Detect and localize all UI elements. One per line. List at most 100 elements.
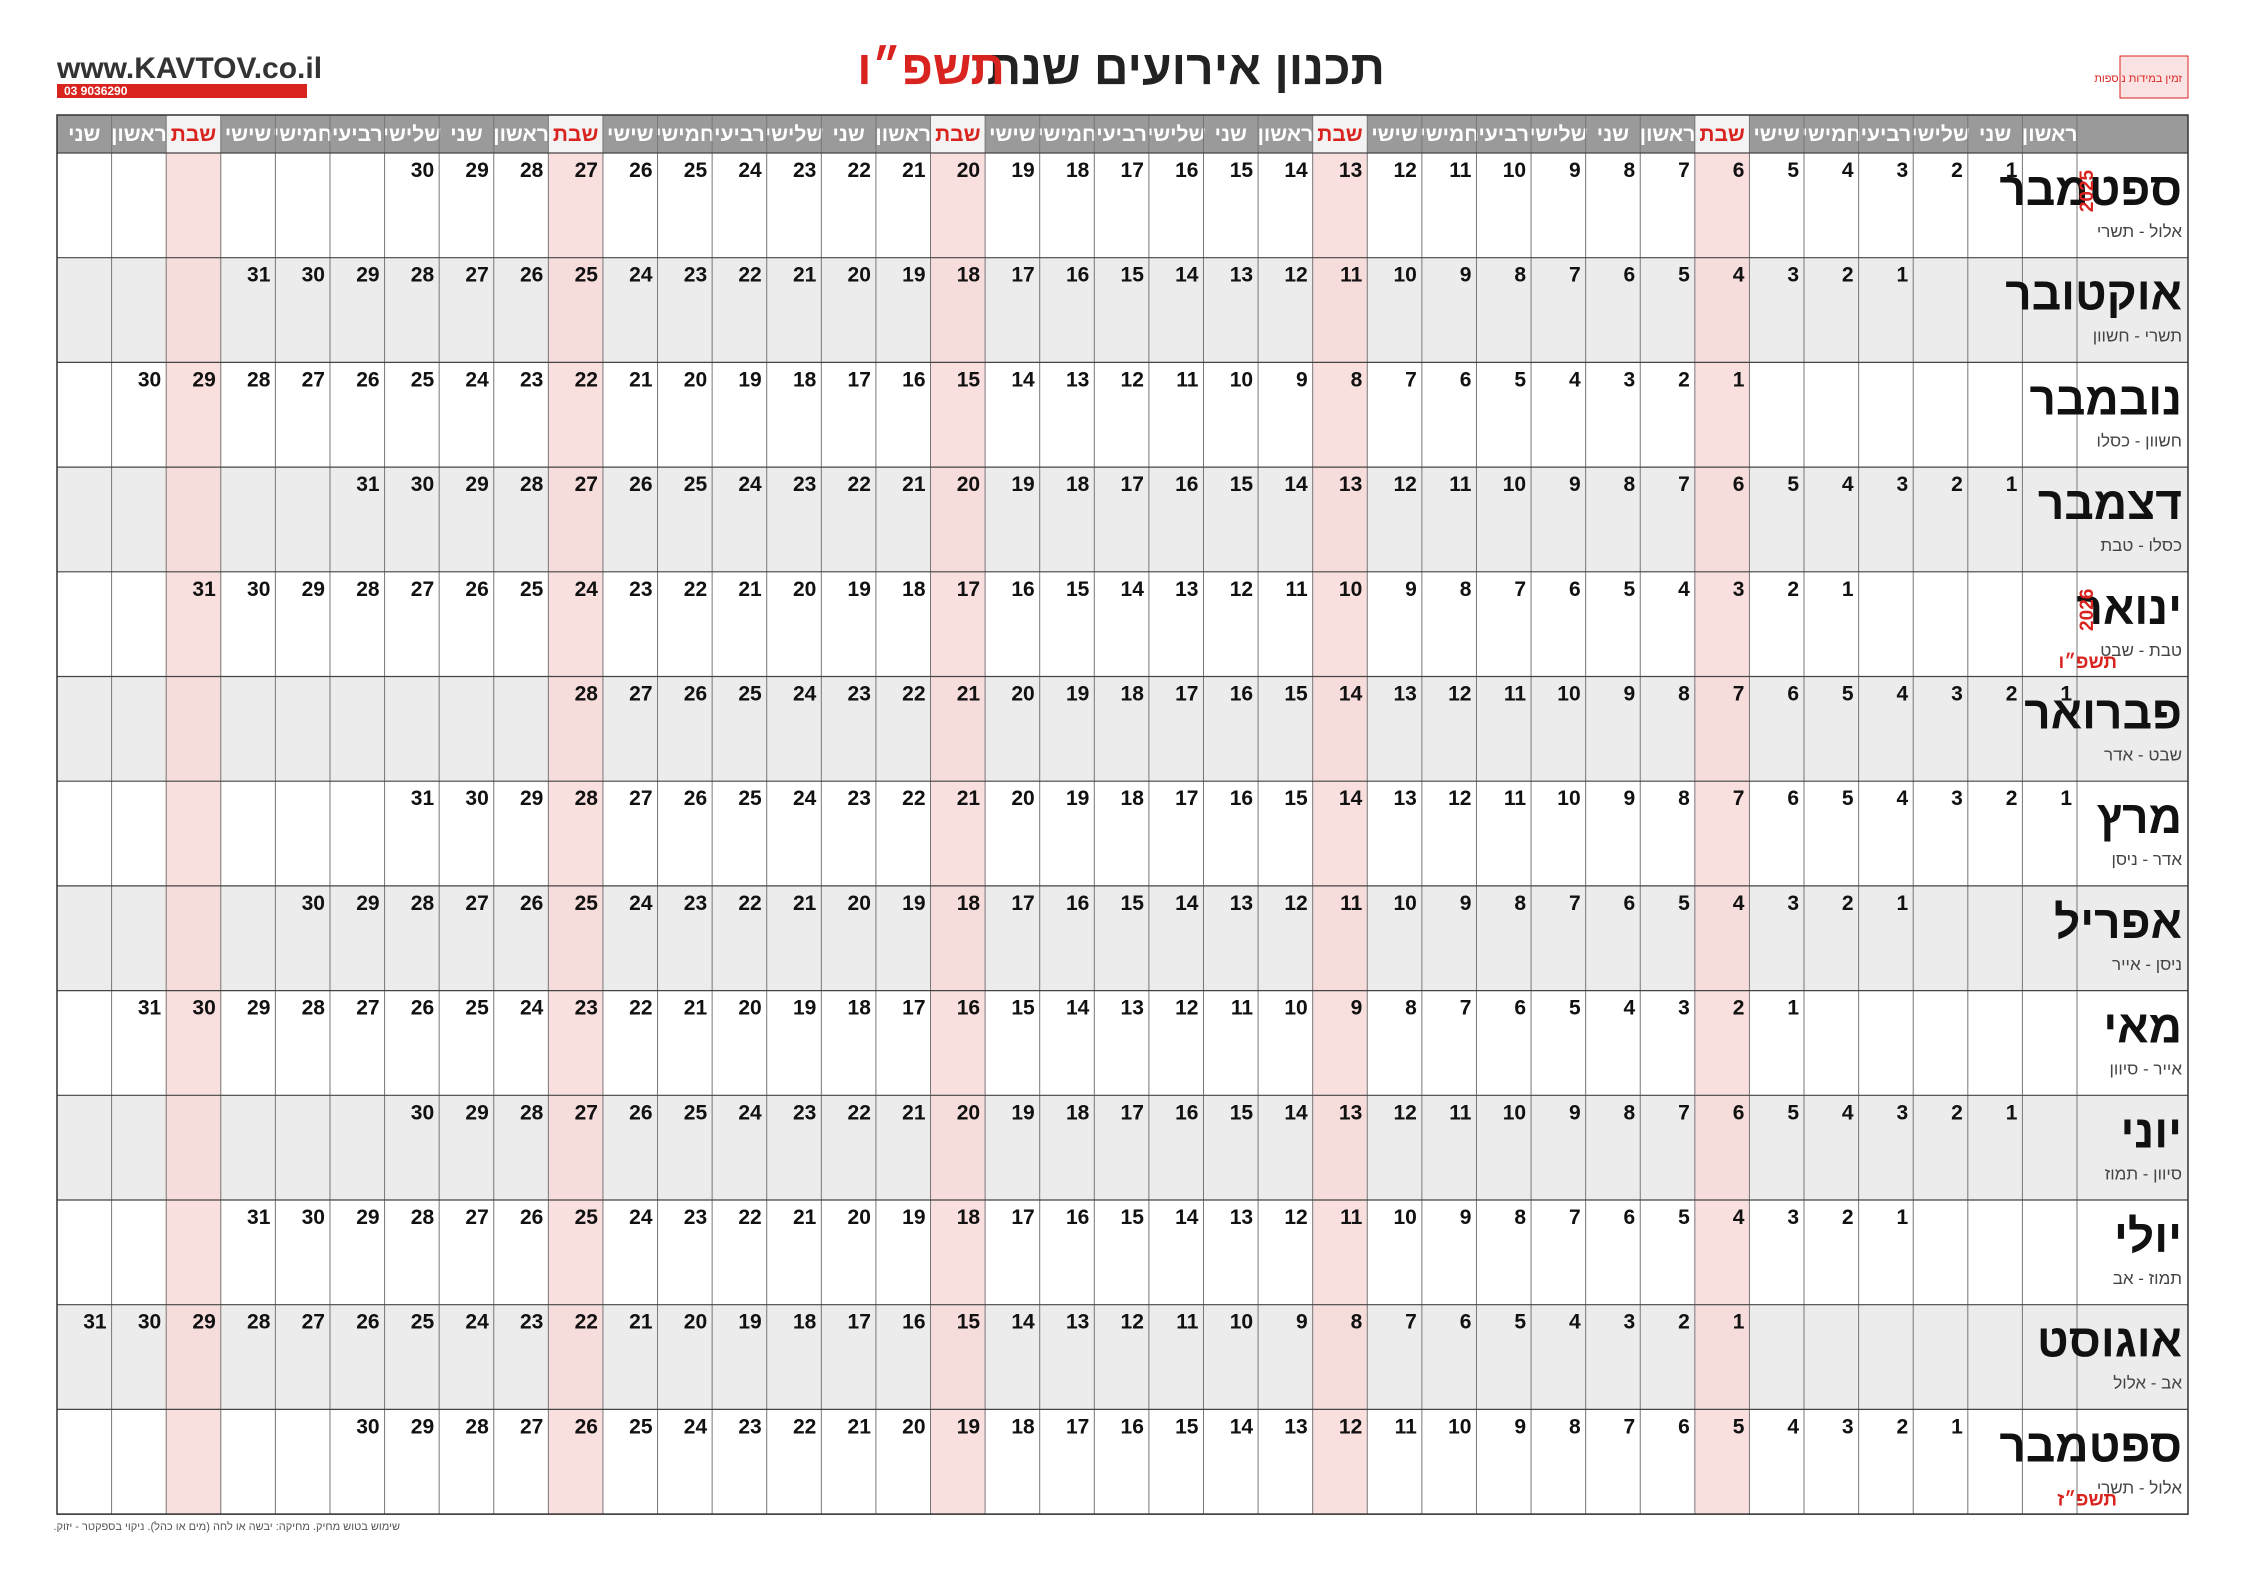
day-number: 25	[465, 997, 489, 1020]
day-number: 25	[684, 159, 708, 182]
day-number: 25	[520, 578, 544, 601]
day-number: 2	[1787, 578, 1799, 601]
day-number: 7	[1678, 473, 1690, 496]
day-number: 10	[1230, 1311, 1253, 1334]
day-number: 21	[902, 159, 926, 182]
day-number: 17	[957, 578, 980, 601]
weekday: ראשון	[111, 123, 167, 146]
weekday: שני	[1979, 123, 2011, 146]
day-number: 13	[1175, 578, 1198, 601]
row-bg	[57, 362, 2188, 468]
day-number: 29	[247, 997, 270, 1020]
day-number: 19	[1011, 1101, 1034, 1124]
day-number: 28	[575, 787, 599, 810]
day-number: 13	[1394, 787, 1417, 810]
day-number: 28	[520, 473, 544, 496]
day-number: 24	[793, 787, 817, 810]
day-number: 18	[1121, 787, 1145, 810]
day-number: 8	[1405, 997, 1417, 1020]
day-number: 27	[520, 1415, 543, 1438]
day-number: 28	[247, 1311, 271, 1334]
day-number: 26	[356, 368, 379, 391]
day-number: 13	[1339, 159, 1362, 182]
day-number: 21	[793, 892, 817, 915]
day-number: 17	[1121, 159, 1144, 182]
day-number: 18	[1066, 473, 1090, 496]
day-number: 26	[684, 683, 707, 706]
badge: זמין במידות נוספות	[2094, 73, 2182, 85]
header-shabbat	[1312, 115, 1368, 153]
day-number: 13	[1121, 997, 1144, 1020]
weekday: שני	[832, 123, 864, 146]
day-number: 12	[1394, 473, 1417, 496]
hebrew-months: חשוון - כסלו	[2097, 431, 2182, 450]
weekday: שלישי	[765, 123, 824, 146]
day-number: 24	[629, 1206, 653, 1229]
shabbat-col	[548, 153, 603, 1515]
weekday: ראשון	[875, 123, 931, 146]
day-number: 28	[247, 368, 271, 391]
shabbat-col	[1312, 153, 1368, 1515]
day-number: 4	[1733, 264, 1745, 287]
header-shabbat	[1694, 115, 1750, 153]
day-number: 2	[1897, 1415, 1909, 1438]
day-number: 26	[575, 1415, 598, 1438]
day-number: 9	[1296, 1311, 1308, 1334]
day-number: 15	[1066, 578, 1090, 601]
day-number: 24	[684, 1415, 708, 1438]
day-number: 17	[1121, 1101, 1144, 1124]
weekday: שני	[1597, 123, 1629, 146]
day-number: 25	[575, 264, 599, 287]
day-number: 8	[1678, 683, 1690, 706]
day-number: 7	[1733, 683, 1745, 706]
day-number: 14	[1339, 787, 1363, 810]
hebrew-months: תשרי - חשוון	[2093, 327, 2182, 346]
day-number: 3	[1897, 1101, 1909, 1124]
day-number: 29	[465, 1101, 488, 1124]
day-number: 17	[1121, 473, 1144, 496]
day-number: 9	[1569, 159, 1581, 182]
day-number: 19	[902, 264, 925, 287]
day-number: 17	[1175, 787, 1198, 810]
hebrew-months: אלול - תשרי	[2097, 222, 2183, 241]
row-bg	[57, 153, 2188, 258]
day-number: 24	[738, 1101, 762, 1124]
day-number: 8	[1514, 1206, 1526, 1229]
day-number: 22	[848, 159, 871, 182]
day-number: 19	[902, 892, 925, 915]
day-number: 5	[1787, 159, 1799, 182]
day-number: 1	[1951, 1415, 1963, 1438]
day-number: 28	[356, 578, 380, 601]
day-number: 23	[684, 892, 707, 915]
day-number: 25	[684, 1101, 708, 1124]
day-number: 11	[1449, 473, 1472, 496]
day-number: 19	[957, 1415, 980, 1438]
day-number: 23	[520, 1311, 543, 1334]
site: www.KAVTOV.co.il	[56, 52, 322, 85]
day-number: 29	[356, 1206, 379, 1229]
day-number: 1	[1897, 892, 1909, 915]
day-number: 30	[247, 578, 270, 601]
day-number: 22	[738, 892, 761, 915]
day-number: 11	[1449, 1101, 1472, 1124]
day-number: 26	[629, 473, 652, 496]
day-number: 22	[575, 1311, 598, 1334]
day-number: 28	[520, 159, 544, 182]
day-number: 20	[1011, 683, 1034, 706]
weekday: חמישי	[1802, 123, 1862, 146]
weekday: שבת	[1317, 123, 1363, 146]
day-number: 1	[1733, 368, 1745, 391]
day-number: 25	[684, 473, 708, 496]
day-number: 13	[1339, 1101, 1362, 1124]
day-number: 5	[1514, 368, 1526, 391]
day-number: 9	[1569, 473, 1581, 496]
day-number: 12	[1230, 578, 1253, 601]
day-number: 15	[957, 368, 981, 391]
day-number: 2	[1842, 264, 1854, 287]
day-number: 3	[1951, 787, 1963, 810]
weekday: שישי	[225, 123, 272, 146]
day-number: 20	[902, 1415, 925, 1438]
day-number: 1	[2060, 787, 2072, 810]
day-number: 8	[1678, 787, 1690, 810]
day-number: 10	[1503, 473, 1526, 496]
